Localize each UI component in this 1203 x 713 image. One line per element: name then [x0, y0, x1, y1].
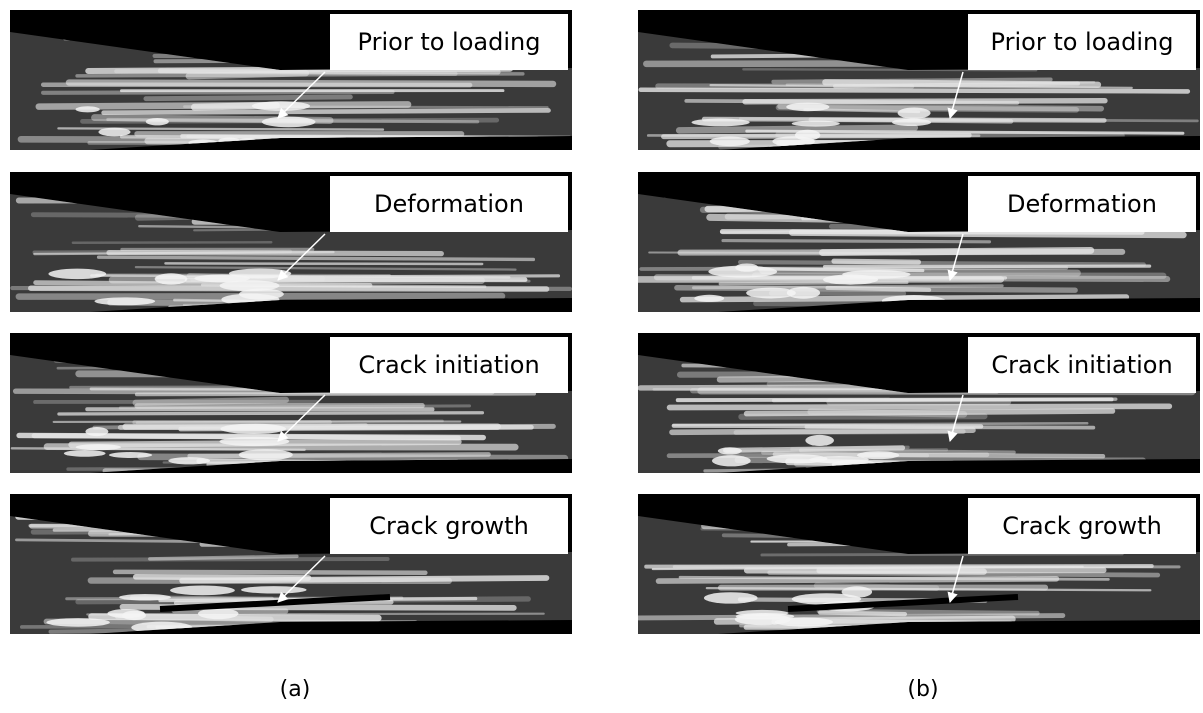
frame-label: Crack initiation — [358, 351, 539, 379]
figure: Prior to loading Deformation Crack initiat… — [0, 0, 1203, 713]
frame-label: Prior to loading — [358, 28, 541, 56]
frame-label: Deformation — [374, 190, 524, 218]
caption: (a) — [280, 677, 311, 702]
frame-label: Crack growth — [369, 512, 529, 540]
frame-label: Crack growth — [1002, 512, 1162, 540]
frame-label: Deformation — [1007, 190, 1157, 218]
caption: (b) — [907, 677, 938, 702]
frame-label: Crack initiation — [991, 351, 1172, 379]
frame-label: Prior to loading — [991, 28, 1174, 56]
